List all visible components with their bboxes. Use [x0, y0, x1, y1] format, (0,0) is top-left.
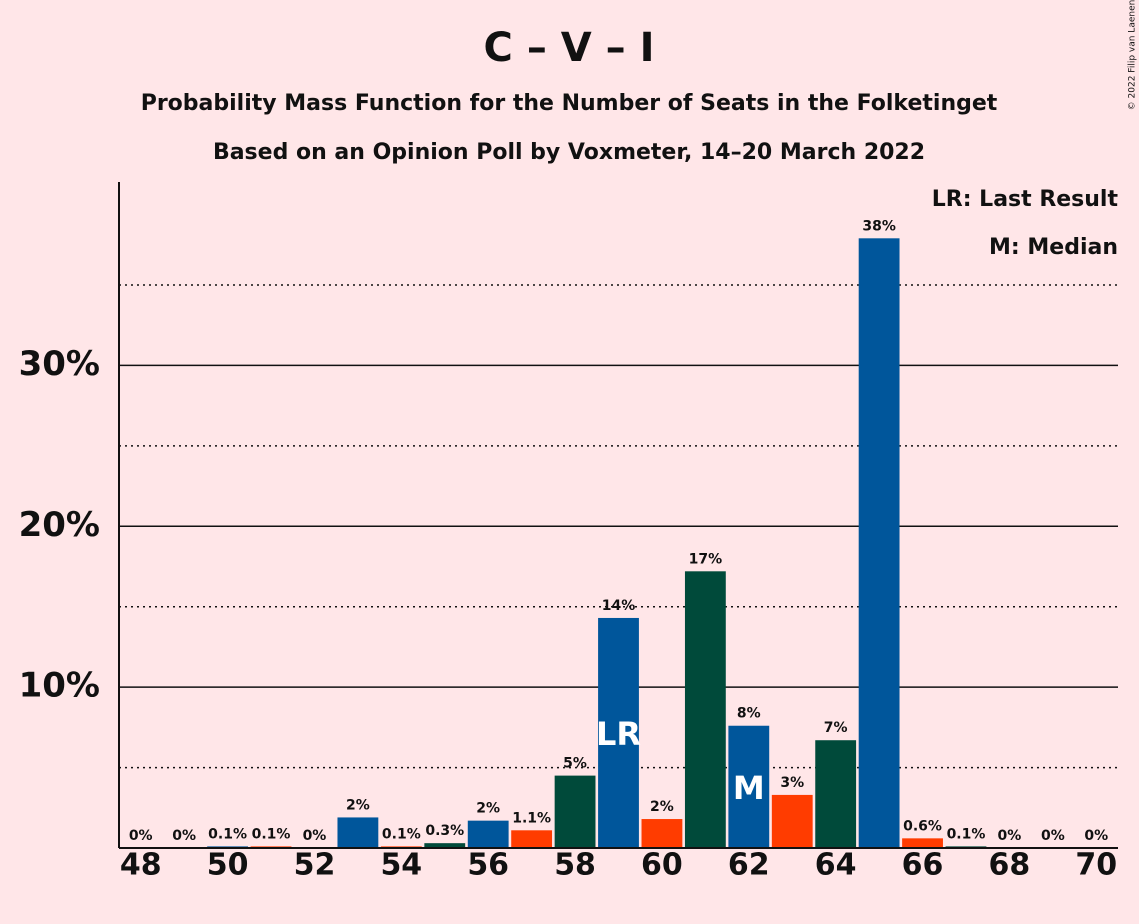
x-tick-label: 70	[1075, 848, 1117, 883]
value-label: 14%	[602, 598, 636, 614]
legend-entry: M: Median	[989, 235, 1118, 260]
x-tick-label: 58	[554, 848, 596, 883]
chart-subtitle: Probability Mass Function for the Number…	[141, 91, 998, 116]
value-label: 8%	[737, 706, 761, 722]
bar	[771, 794, 813, 848]
value-label: 3%	[780, 775, 804, 791]
value-label: 0%	[1041, 828, 1065, 844]
bar	[684, 571, 726, 848]
value-label: 2%	[476, 801, 500, 817]
x-tick-label: 62	[728, 848, 770, 883]
y-tick-label: 10%	[19, 666, 100, 706]
value-label: 0%	[303, 828, 327, 844]
bar	[815, 740, 857, 848]
bar	[467, 820, 509, 848]
value-label: 38%	[862, 218, 896, 234]
bar	[424, 843, 466, 848]
bar	[554, 775, 596, 848]
value-label: 0.1%	[947, 826, 986, 842]
value-label: 2%	[650, 799, 674, 815]
bar	[858, 238, 900, 849]
value-label: 0%	[172, 828, 196, 844]
x-tick-label: 68	[989, 848, 1031, 883]
value-label: 0.1%	[208, 826, 247, 842]
value-label: 7%	[824, 720, 848, 736]
chart-title: C – V – I	[484, 25, 655, 71]
y-tick-label: 20%	[19, 505, 100, 545]
bar	[641, 819, 683, 848]
x-tick-label: 50	[207, 848, 249, 883]
x-tick-label: 64	[815, 848, 857, 883]
copyright: © 2022 Filip van Laenen	[1128, 0, 1138, 110]
x-tick-label: 60	[641, 848, 683, 883]
value-label: 5%	[563, 756, 587, 772]
annotation: LR	[596, 715, 641, 753]
value-label: 2%	[346, 797, 370, 813]
legend-entry: LR: Last Result	[932, 187, 1119, 212]
bar	[728, 725, 770, 848]
value-label: 0.6%	[903, 818, 942, 834]
x-tick-label: 48	[120, 848, 162, 883]
bar	[598, 617, 639, 848]
x-tick-label: 54	[380, 848, 422, 883]
bar	[511, 830, 553, 848]
x-tick-label: 52	[294, 848, 336, 883]
x-tick-label: 66	[902, 848, 944, 883]
value-label: 1.1%	[512, 810, 551, 826]
chart-subtitle: Based on an Opinion Poll by Voxmeter, 14…	[213, 140, 925, 165]
annotation: M	[733, 769, 765, 807]
value-label: 0%	[998, 828, 1022, 844]
value-label: 0.1%	[252, 826, 291, 842]
x-tick-label: 56	[467, 848, 509, 883]
bar	[902, 838, 943, 848]
value-label: 0.1%	[382, 826, 421, 842]
bar	[337, 817, 379, 848]
y-tick-label: 30%	[19, 344, 100, 384]
value-label: 0%	[1084, 828, 1108, 844]
value-label: 0%	[129, 828, 153, 844]
value-label: 0.3%	[425, 823, 464, 839]
value-label: 17%	[689, 551, 723, 567]
